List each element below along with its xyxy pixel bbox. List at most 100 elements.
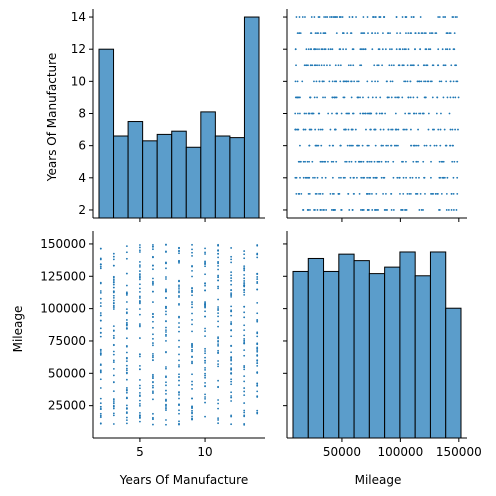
scatter-point xyxy=(417,160,419,163)
mileage-hist-bar xyxy=(384,266,401,439)
scatter-point xyxy=(256,319,259,322)
scatter-point xyxy=(332,209,335,211)
scatter-point xyxy=(417,128,419,131)
scatter-point xyxy=(323,64,326,67)
years-hist-bar xyxy=(156,133,173,219)
scatter-point xyxy=(243,253,246,256)
scatter-point xyxy=(385,209,388,211)
scatter-point xyxy=(152,356,154,359)
xlabel-years-of-manufacture: Years Of Manufacture xyxy=(119,473,248,487)
scatter-point xyxy=(449,32,452,35)
tl-ytick-label: 6 xyxy=(78,139,86,153)
scatter-point xyxy=(294,80,297,83)
scatter-point xyxy=(389,48,391,51)
scatter-point xyxy=(369,176,372,179)
scatter-point xyxy=(382,192,384,195)
scatter-point xyxy=(178,279,180,282)
scatter-point xyxy=(295,64,297,67)
scatter-point xyxy=(456,16,458,18)
scatter-point xyxy=(217,285,219,288)
scatter-point xyxy=(307,64,309,67)
scatter-point xyxy=(204,306,206,309)
scatter-point xyxy=(383,209,386,211)
scatter-point xyxy=(297,112,299,115)
scatter-point xyxy=(204,352,206,355)
scatter-point xyxy=(256,347,259,350)
scatter-point xyxy=(394,112,397,115)
scatter-point xyxy=(321,80,324,83)
scatter-point xyxy=(318,48,320,51)
scatter-point xyxy=(375,96,378,99)
scatter-point xyxy=(165,307,167,310)
scatter-point xyxy=(139,364,141,367)
scatter-point xyxy=(178,290,180,293)
scatter-point xyxy=(440,112,442,115)
scatter-point xyxy=(178,412,180,415)
scatter-point xyxy=(305,112,307,115)
scatter-point xyxy=(424,48,427,51)
scatter-point xyxy=(178,326,180,329)
scatter-point xyxy=(165,366,167,368)
scatter-point xyxy=(139,300,141,303)
scatter-point xyxy=(375,176,378,179)
scatter-point xyxy=(309,209,311,211)
scatter-point xyxy=(409,64,412,67)
scatter-point xyxy=(112,334,115,337)
scatter-point xyxy=(230,255,233,258)
scatter-point xyxy=(395,144,398,147)
scatter-point xyxy=(302,176,305,179)
scatter-point xyxy=(371,80,373,83)
scatter-point xyxy=(457,96,460,99)
scatter-point xyxy=(99,402,102,405)
scatter-point xyxy=(390,128,393,131)
scatter-point xyxy=(429,32,431,35)
scatter-point xyxy=(418,80,421,83)
years-hist-bar xyxy=(185,146,202,219)
scatter-point xyxy=(456,192,459,195)
scatter-point xyxy=(387,128,390,131)
scatter-point xyxy=(349,144,351,147)
scatter-point xyxy=(125,378,128,381)
scatter-point xyxy=(99,416,102,419)
bl-ytick-label: 100000 xyxy=(40,302,86,316)
scatter-point xyxy=(389,32,391,35)
scatter-point xyxy=(165,407,167,410)
scatter-point xyxy=(178,404,180,406)
scatter-point xyxy=(403,80,406,83)
scatter-point xyxy=(152,412,154,415)
scatter-point xyxy=(191,306,193,309)
scatter-point xyxy=(397,96,400,99)
scatter-point xyxy=(318,16,321,18)
scatter-point xyxy=(191,303,193,306)
scatter-point xyxy=(331,144,334,147)
scatter-point xyxy=(379,96,382,99)
scatter-point xyxy=(178,291,180,294)
scatter-point xyxy=(409,192,412,195)
scatter-point xyxy=(314,32,317,35)
scatter-point xyxy=(440,80,443,83)
scatter-point xyxy=(165,290,167,293)
scatter-point xyxy=(152,417,154,420)
tl-ytick-label: 4 xyxy=(78,171,86,185)
scatter-point xyxy=(434,32,437,35)
scatter-point xyxy=(409,96,412,99)
scatter-point xyxy=(311,112,313,115)
scatter-point xyxy=(303,64,306,67)
scatter-point xyxy=(230,367,233,370)
scatter-point xyxy=(332,160,335,163)
scatter-point xyxy=(423,176,425,179)
scatter-point xyxy=(125,351,128,354)
scatter-point xyxy=(165,331,167,333)
scatter-point xyxy=(353,80,356,83)
scatter-point xyxy=(403,48,406,51)
scatter-point xyxy=(386,32,389,35)
scatter-point xyxy=(348,209,351,211)
scatter-point xyxy=(99,247,102,250)
scatter-point xyxy=(112,299,115,302)
scatter-point xyxy=(380,176,383,179)
scatter-point xyxy=(342,32,344,35)
scatter-point xyxy=(152,398,154,401)
scatter-point xyxy=(422,160,425,163)
scatter-point xyxy=(152,264,154,267)
scatter-point xyxy=(243,289,246,291)
